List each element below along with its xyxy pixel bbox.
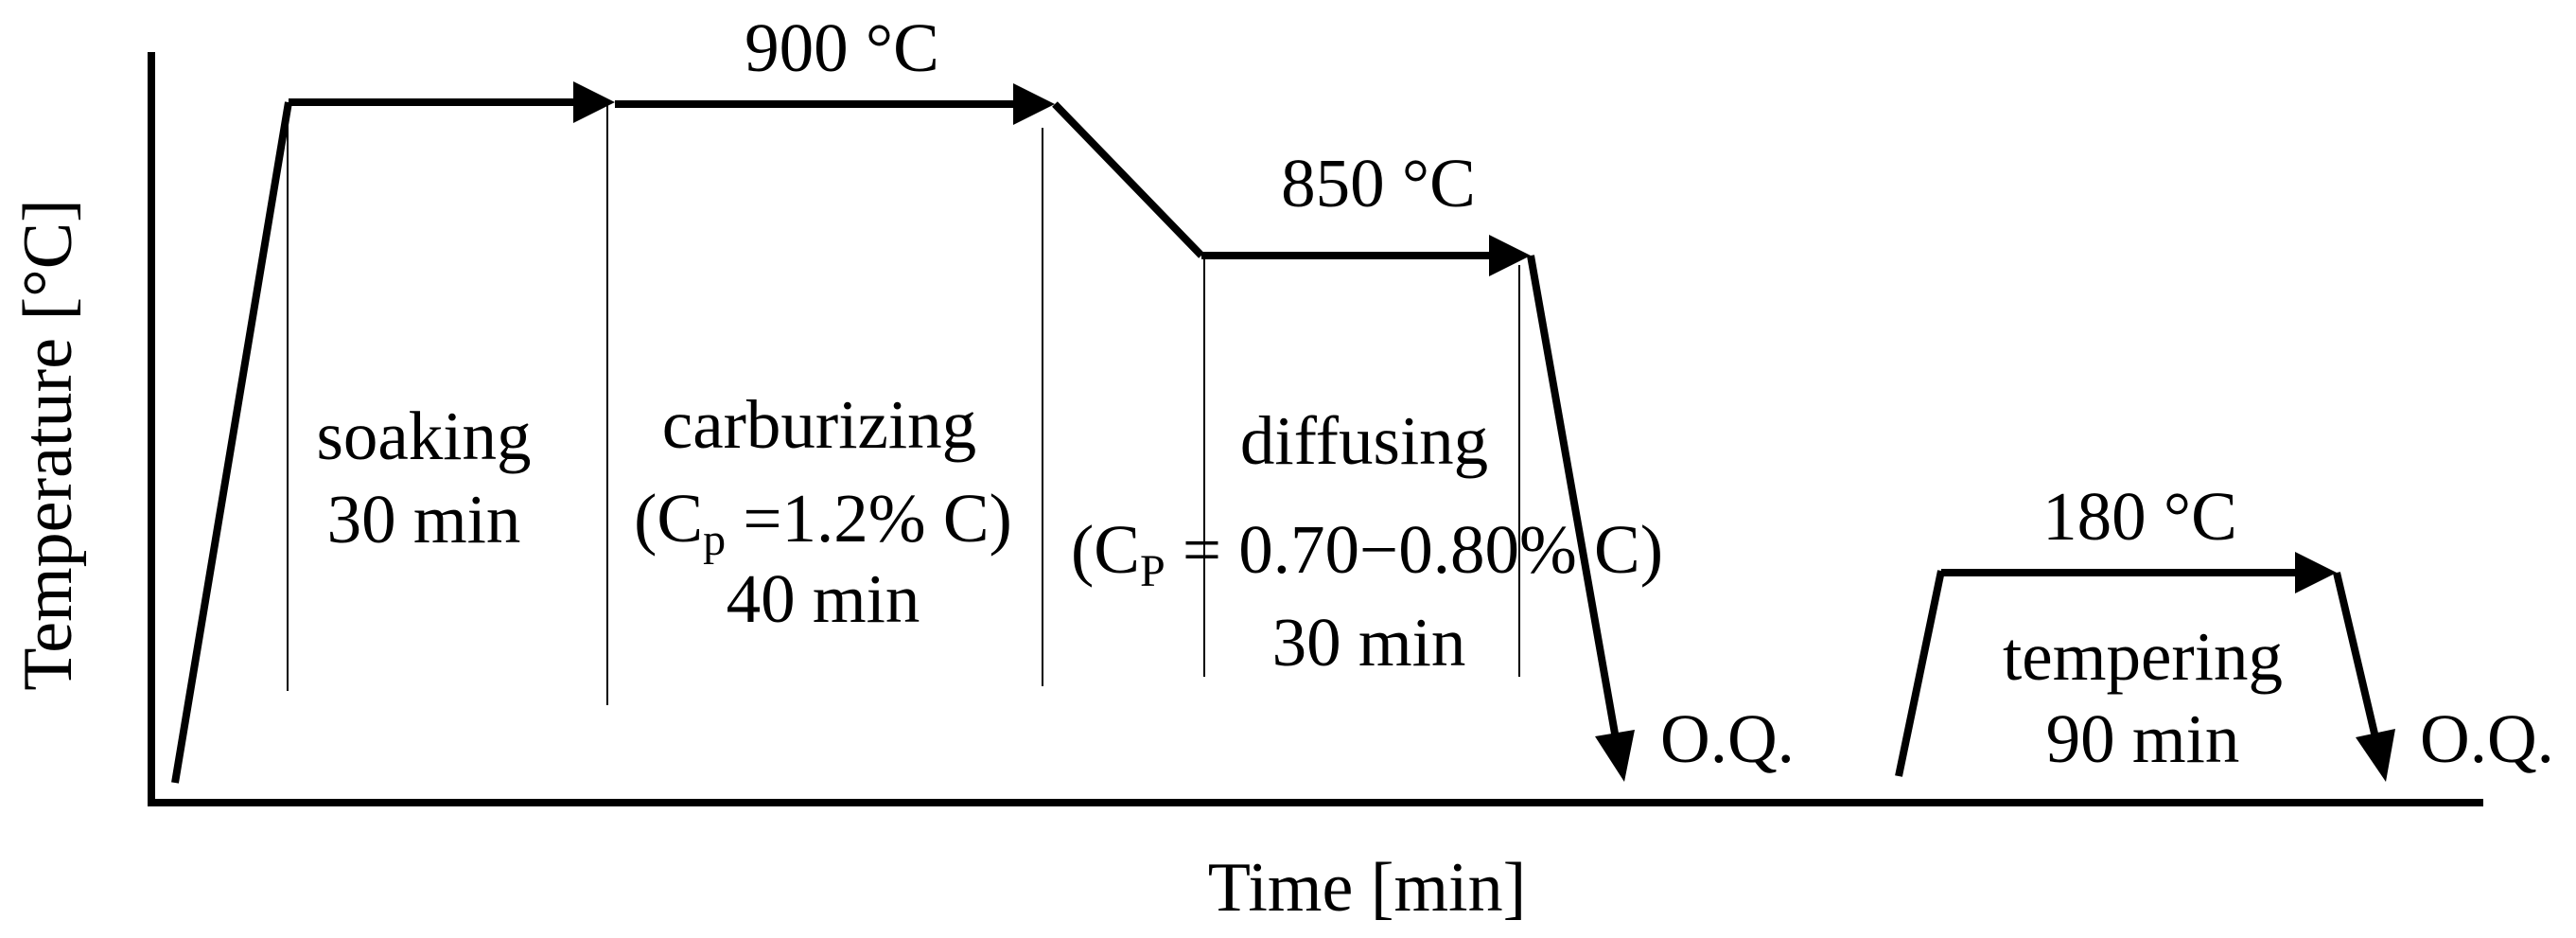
- tempering-arrow-head: [2295, 552, 2337, 593]
- temp-label-900: 900 °C: [745, 9, 939, 86]
- temp-label-180: 180 °C: [2042, 478, 2237, 555]
- quench-arrow-head-1: [1595, 730, 1635, 782]
- stage-diffusing-cp: (CP = 0.70−0.80% C): [1071, 511, 1663, 596]
- stage-tempering-name: tempering: [2003, 618, 2283, 695]
- diffusing-cp-subscript: P: [1140, 546, 1165, 596]
- diffusing-cp-prefix: (C: [1071, 511, 1140, 588]
- temp-label-850: 850 °C: [1281, 145, 1476, 221]
- tempering-ramp: [1895, 570, 1945, 777]
- cooling-to-diffusion: [1052, 101, 1204, 258]
- carburizing-cp-value: =1.2% C): [726, 480, 1012, 557]
- quench-label-2: O.Q.: [2420, 700, 2554, 777]
- quench-label-1: O.Q.: [1660, 700, 1795, 777]
- carburizing-arrow-head: [1013, 83, 1055, 125]
- heating-ramp: [171, 101, 292, 784]
- stage-soaking-name: soaking: [316, 398, 531, 474]
- carburizing-cp-subscript: p: [703, 515, 726, 565]
- diffusing-cp-value: = 0.70−0.80% C): [1165, 511, 1663, 588]
- x-axis-label: Time [min]: [1208, 849, 1526, 927]
- diffusing-arrow-head: [1489, 235, 1531, 276]
- stage-diffusing-name: diffusing: [1240, 402, 1488, 479]
- stage-soaking-duration: 30 min: [327, 481, 521, 557]
- carburizing-cp-prefix: (C: [634, 480, 703, 557]
- stage-carburizing-name: carburizing: [662, 386, 976, 463]
- quench-line-2: [2333, 572, 2378, 734]
- stage-carburizing-cp: (Cp =1.2% C): [634, 480, 1012, 565]
- y-axis-label: Temperature [°C]: [9, 199, 87, 691]
- stage-diffusing-duration: 30 min: [1272, 604, 1466, 681]
- stage-tempering-duration: 90 min: [2046, 700, 2240, 777]
- quench-line-1: [1527, 255, 1619, 734]
- stage-carburizing-duration: 40 min: [727, 560, 920, 637]
- quench-arrow-head-2: [2356, 729, 2395, 782]
- soaking-arrow-head: [573, 81, 615, 123]
